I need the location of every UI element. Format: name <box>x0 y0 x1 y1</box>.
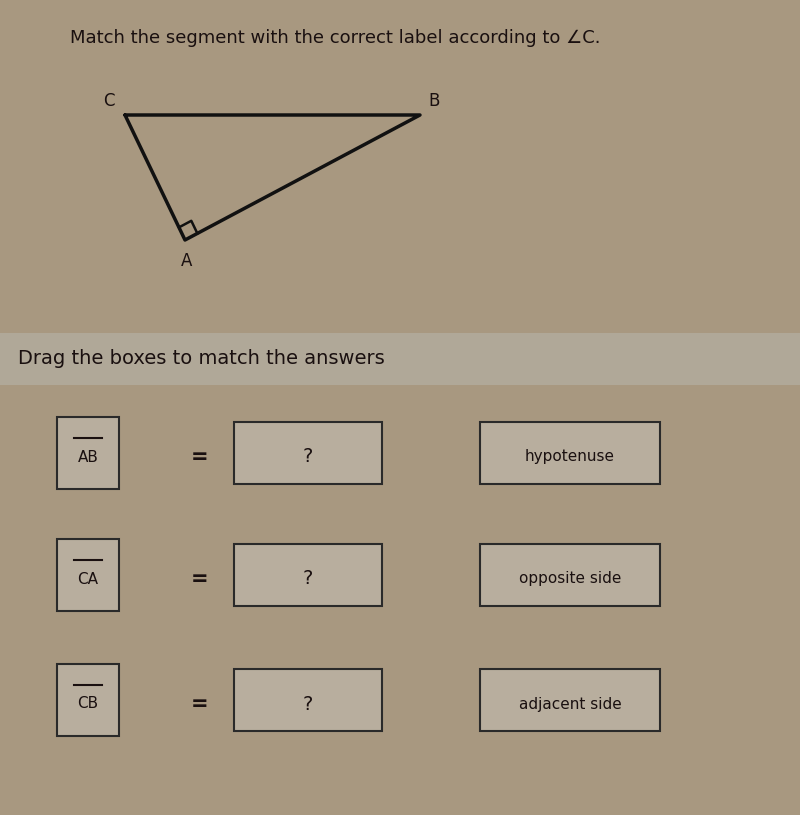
Bar <box>480 422 660 484</box>
Bar <box>234 422 382 484</box>
Bar <box>0 333 800 385</box>
Text: Match the segment with the correct label according to ∠C.: Match the segment with the correct label… <box>70 29 601 47</box>
Text: =: = <box>191 569 209 589</box>
Text: A: A <box>182 252 193 270</box>
Bar <box>480 544 660 606</box>
Text: hypotenuse: hypotenuse <box>525 450 615 465</box>
Text: ?: ? <box>303 694 313 713</box>
Text: AB: AB <box>78 450 98 465</box>
Text: B: B <box>428 92 439 110</box>
Text: C: C <box>103 92 115 110</box>
Bar <box>234 669 382 731</box>
Bar <box>57 417 119 489</box>
Text: =: = <box>191 447 209 467</box>
Text: CA: CA <box>78 571 98 587</box>
Text: Drag the boxes to match the answers: Drag the boxes to match the answers <box>18 350 385 368</box>
Text: =: = <box>191 694 209 714</box>
Text: ?: ? <box>303 570 313 588</box>
Text: CB: CB <box>78 697 98 711</box>
Bar <box>234 544 382 606</box>
Text: opposite side: opposite side <box>519 571 621 587</box>
Text: adjacent side: adjacent side <box>518 697 622 711</box>
Bar <box>57 664 119 736</box>
Bar <box>57 539 119 611</box>
Text: ?: ? <box>303 447 313 466</box>
Bar <box>480 669 660 731</box>
